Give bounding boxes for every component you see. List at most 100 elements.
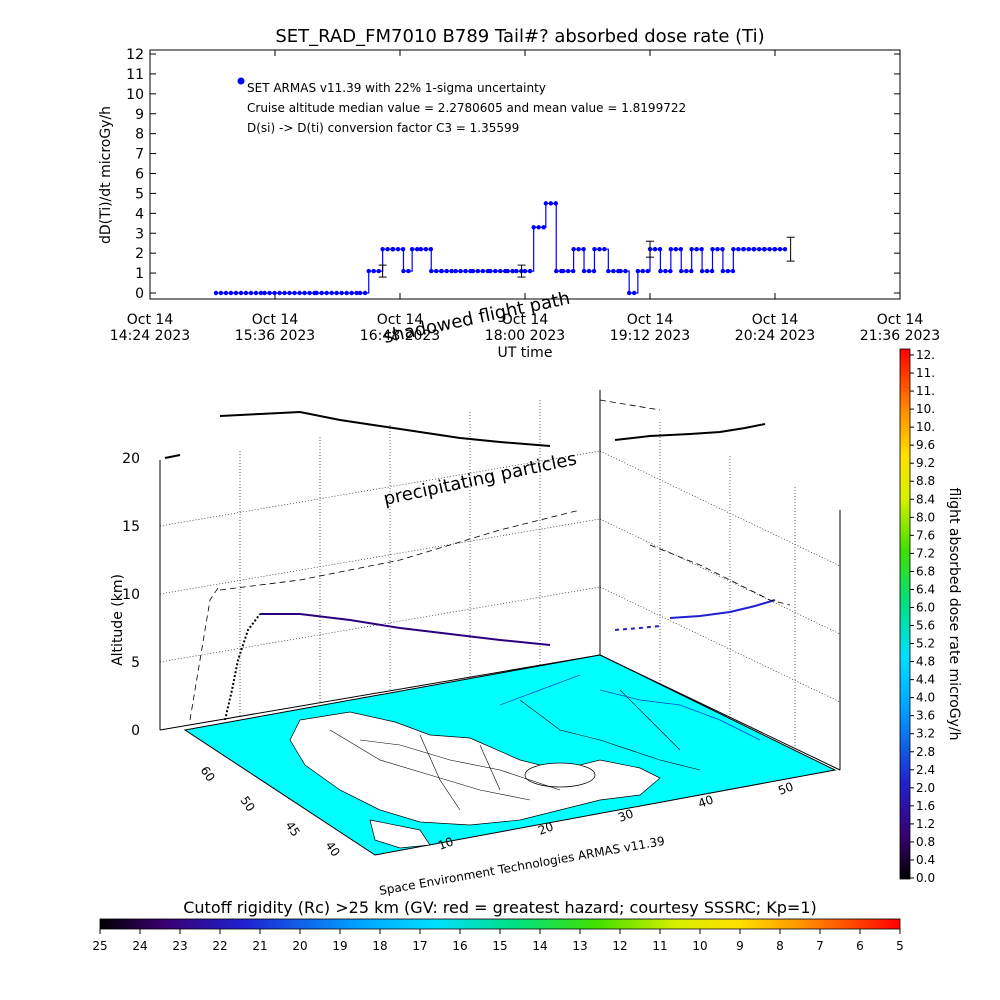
data-point: [623, 268, 628, 274]
flight-path-altitude: [260, 613, 551, 646]
dose-colorbar-tick-label: 10.: [916, 402, 935, 416]
map-lat-ticks: 60 50 45 40: [198, 764, 343, 860]
data-point: [439, 268, 444, 274]
data-point: [376, 268, 381, 274]
dose-colorbar-tick-label: 2.0: [916, 781, 935, 795]
x-tick-date: Oct 14: [502, 312, 549, 328]
rigidity-colorbar-tick-label: 21: [252, 939, 267, 953]
annotation-3: D(si) -> D(ti) conversion factor C3 = 1.…: [247, 121, 519, 135]
data-point: [371, 268, 376, 274]
data-point: [756, 246, 762, 252]
dose-colorbar-tick-label: 4.0: [916, 691, 935, 705]
legend-marker: [237, 77, 245, 85]
altitude-tick: 15: [122, 519, 140, 535]
data-point: [663, 268, 668, 274]
data-point: [720, 246, 725, 252]
dose-colorbar-tick-label: 5.6: [916, 619, 935, 633]
rigidity-colorbar-tick-label: 11: [652, 939, 667, 953]
data-point: [592, 246, 597, 252]
annotation-2: Cruise altitude median value = 2.2780605…: [247, 101, 686, 115]
data-point: [267, 290, 272, 296]
rigidity-colorbar-tick-label: 24: [132, 939, 147, 953]
x-tick-date: Oct 14: [377, 312, 424, 328]
dose-colorbar-tick-label: 2.8: [916, 745, 935, 759]
data-point: [314, 290, 319, 296]
rigidity-colorbar-tick-label: 25: [92, 939, 107, 953]
y-tick-label: 5: [135, 186, 144, 202]
data-point: [429, 268, 434, 274]
data-point: [704, 268, 710, 274]
y-tick-label: 11: [126, 67, 144, 83]
x-tick-time: 21:36 2023: [860, 328, 940, 344]
data-point: [510, 268, 515, 274]
data-point: [362, 290, 368, 296]
data-point: [631, 290, 637, 296]
lat-tick: 40: [323, 839, 343, 860]
rigidity-colorbar-tick-label: 20: [292, 939, 307, 953]
data-point: [565, 268, 571, 274]
rigidity-colorbar-tick-label: 6: [856, 939, 864, 953]
data-point: [548, 201, 554, 206]
data-point: [434, 268, 439, 274]
data-point: [626, 290, 632, 296]
rigidity-colorbar-tick-label: 19: [332, 939, 347, 953]
data-point: [522, 268, 528, 274]
rigidity-colorbar-tick-label: 18: [372, 939, 387, 953]
rigidity-colorbar-tick-label: 10: [692, 939, 707, 953]
rigidity-title: Cutoff rigidity (Rc) >25 km (GV: red = g…: [183, 898, 817, 917]
rigidity-colorbar-tick-label: 22: [212, 939, 227, 953]
dose-rate-series: [213, 201, 795, 296]
data-point: [684, 268, 689, 274]
data-point: [319, 290, 324, 296]
data-point: [498, 268, 503, 274]
data-point: [543, 201, 549, 206]
data-point: [576, 246, 581, 252]
map-landmass: [289, 711, 661, 849]
map-borders: [329, 689, 701, 811]
data-point: [731, 246, 736, 252]
data-point: [423, 246, 429, 252]
annotation-1: SET ARMAS v11.39 with 22% 1-sigma uncert…: [247, 81, 546, 95]
data-point: [618, 268, 623, 274]
data-point: [297, 290, 302, 296]
data-point: [658, 268, 663, 274]
data-point: [292, 290, 297, 296]
dose-colorbar-tick-label: 0.0: [916, 871, 935, 885]
rigidity-colorbar-tick-label: 14: [532, 939, 547, 953]
data-point: [258, 290, 264, 296]
x-tick-time: 16:48 2023: [360, 328, 440, 344]
dose-colorbar-tick-label: 3.2: [916, 727, 935, 741]
dose-colorbar-tick-label: 4.4: [916, 673, 935, 687]
data-point: [458, 268, 463, 274]
data-point: [233, 290, 239, 296]
data-point: [390, 246, 396, 252]
dose-colorbar-tick-label: 5.2: [916, 637, 935, 651]
dose-colorbar-tick-label: 8.4: [916, 492, 935, 506]
data-point: [571, 246, 576, 252]
y-tick-label: 4: [135, 206, 144, 222]
dose-colorbar-tick-label: 9.6: [916, 438, 935, 452]
rigidity-colorbar-tick-label: 13: [572, 939, 587, 953]
rigidity-colorbar-tick-label: 5: [896, 939, 904, 953]
rigidity-colorbar-tick-label: 16: [452, 939, 467, 953]
rigidity-colorbar-tick-label: 17: [412, 939, 427, 953]
dose-colorbar-tick-label: 1.6: [916, 799, 935, 813]
dose-colorbar-tick-label: 6.0: [916, 600, 935, 614]
y-tick-label: 3: [135, 226, 144, 242]
data-point: [699, 246, 704, 252]
dose-colorbar-tick-label: 6.4: [916, 582, 935, 596]
data-point: [746, 246, 751, 252]
dose-colorbar-tick-label: 8.8: [916, 474, 935, 488]
data-point: [541, 225, 546, 230]
dose-colorbar-label: flight absorbed dose rate microGy/h: [946, 488, 962, 741]
lat-tick: 45: [283, 819, 303, 840]
data-point: [453, 268, 458, 274]
data-point: [493, 268, 498, 274]
data-point: [673, 246, 679, 252]
data-point: [554, 268, 559, 274]
data-point: [248, 290, 254, 296]
y-tick-label: 1: [135, 266, 144, 282]
rigidity-colorbar-tick-label: 7: [816, 939, 824, 953]
